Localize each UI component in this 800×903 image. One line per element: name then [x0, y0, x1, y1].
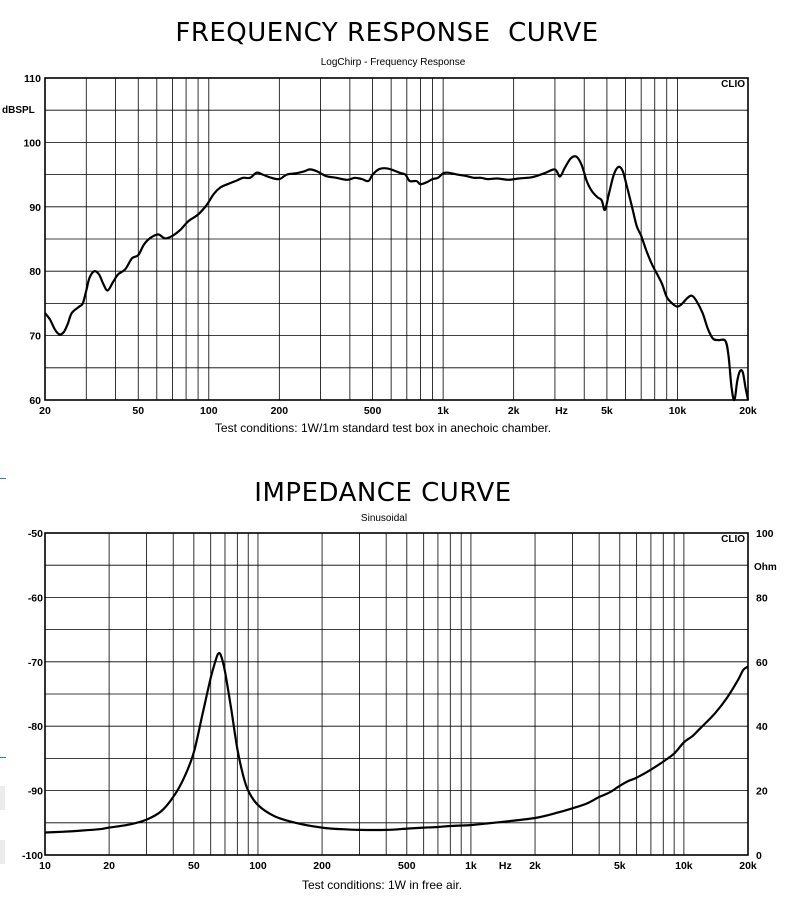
y-tick-label-left: -70: [28, 657, 43, 669]
x-tick-label: 5k: [614, 860, 626, 872]
impedance-chart: 10 20 50 100 200 500 1k 2k 5k 10k 20kHz-50-60-70-8…: [22, 528, 777, 872]
y-tick-label-left: -90: [28, 786, 43, 798]
frequency-response-chart: 20 50 100 200 500 1k 2k 5k 10k 20k Hz 60 70 80 90 100 11…: [2, 73, 757, 417]
y-tick-label: 80: [29, 266, 41, 278]
x-tick-label: 100: [249, 860, 267, 872]
chart-subtitle: Sinusoidal: [360, 513, 408, 524]
x-tick-label: 200: [313, 860, 331, 872]
x-tick-label: 2k: [529, 860, 541, 872]
y-tick-label-right: 60: [756, 657, 768, 669]
plot-frame: [44, 77, 749, 401]
brand-label: CLIO: [721, 534, 745, 545]
x-tick-label: 5k: [601, 405, 613, 417]
x-tick-label: 10k: [669, 405, 687, 417]
x-tick-label: 50: [132, 405, 144, 417]
x-tick-label: 500: [398, 860, 416, 872]
y-tick-label: 110: [24, 73, 41, 85]
edge-box: [0, 786, 5, 810]
x-tick-label: 20k: [739, 405, 757, 417]
y-tick-label: 70: [29, 331, 41, 343]
brand-label: CLIO: [721, 79, 745, 90]
y-tick-label-right: 0: [756, 850, 762, 862]
x-tick-label: 1k: [465, 860, 477, 872]
y-tick-label-right: 40: [756, 721, 768, 733]
test-conditions: Test conditions: 1W in free air.: [301, 878, 463, 892]
y-tick-label-right: 100: [756, 528, 774, 540]
x-unit-label: Hz: [555, 405, 568, 417]
series-line: [44, 155, 750, 402]
y-tick-label: 90: [29, 202, 41, 214]
x-unit-label: Hz: [499, 860, 512, 872]
y-tick-label-left: -60: [28, 592, 43, 604]
x-tick-label: 2k: [508, 405, 520, 417]
y-unit-label: Ohm: [754, 562, 777, 573]
x-tick-label: 50: [188, 860, 200, 872]
chart-title: IMPEDANCE CURVE: [254, 478, 512, 508]
x-tick-label: 20k: [739, 860, 757, 872]
y-tick-label-left: -80: [28, 721, 43, 733]
x-tick-label: 200: [271, 405, 289, 417]
x-tick-label: 1k: [437, 405, 449, 417]
y-tick-label: 100: [23, 137, 41, 149]
edge-box: [0, 840, 5, 864]
y-tick-label-left: -100: [22, 850, 43, 862]
x-tick-label: 20: [103, 860, 115, 872]
y-tick-label: 60: [29, 395, 41, 407]
y-tick-label-left: -50: [28, 528, 43, 540]
x-tick-label: 10: [39, 860, 51, 872]
chart-subtitle: LogChirp - Frequency Response: [320, 57, 466, 68]
edge-marker: [0, 757, 6, 758]
chart-title: FREQUENCY RESPONSE CURVE: [175, 18, 599, 48]
x-tick-label: 100: [200, 405, 218, 417]
y-tick-label-right: 80: [756, 592, 768, 604]
x-tick-label: 10k: [675, 860, 693, 872]
x-tick-label: 20: [39, 405, 51, 417]
plot-frame: [44, 532, 749, 856]
y-unit-label: dBSPL: [2, 105, 35, 116]
test-conditions: Test conditions: 1W/1m standard test box…: [214, 421, 552, 435]
y-tick-label-right: 20: [756, 786, 768, 798]
edge-marker: [0, 478, 6, 479]
series-line: [44, 651, 749, 834]
x-tick-label: 500: [364, 405, 382, 417]
